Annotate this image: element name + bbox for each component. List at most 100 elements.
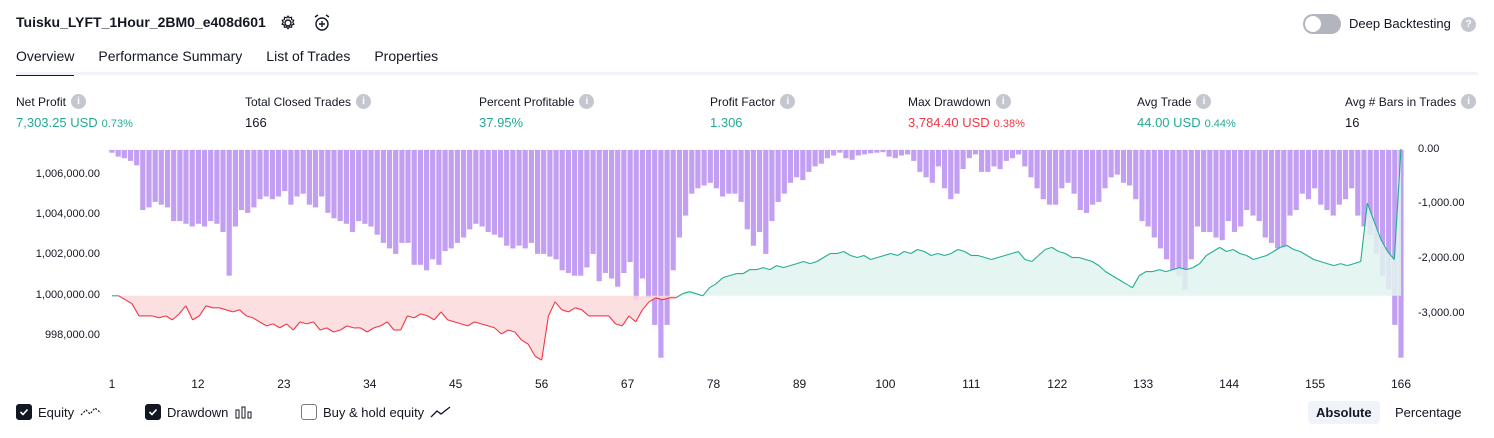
drawdown-bar [535, 150, 541, 254]
equity-segment [1058, 250, 1066, 255]
drawdown-bar [479, 150, 485, 227]
drawdown-bar [627, 150, 633, 263]
drawdown-bar [911, 150, 917, 161]
drawdown-bar [177, 150, 183, 222]
stat-net-profit: Net Profit i 7,303.25 USD 0.73% [16, 94, 133, 130]
drawdown-bar [368, 150, 374, 227]
drawdown-bar [337, 150, 343, 222]
equity-segment [1320, 260, 1328, 265]
info-icon[interactable]: i [1196, 94, 1212, 109]
equity-segment [843, 251, 851, 256]
equity-segment [1253, 256, 1261, 261]
deep-backtesting-toggle[interactable] [1303, 14, 1341, 34]
drawdown-bar [448, 150, 454, 249]
equity-segment [1078, 256, 1086, 261]
equity-segment [863, 255, 871, 260]
info-icon[interactable]: i [1461, 94, 1477, 109]
equity-segment [1024, 258, 1032, 263]
x-tick-label: 144 [1219, 377, 1240, 391]
drawdown-bar [238, 150, 245, 211]
drawdown-bar [1102, 150, 1108, 189]
info-icon[interactable]: i [71, 94, 87, 109]
equity-segment [641, 301, 650, 311]
drawdown-bar [319, 150, 325, 197]
info-icon[interactable]: i [780, 94, 796, 109]
drawdown-bar [775, 150, 781, 202]
equity-segment [803, 260, 811, 265]
drawdown-bar [590, 150, 596, 254]
drawdown-bar [294, 150, 300, 197]
drawdown-bar [226, 150, 232, 276]
drawdown-bar [164, 150, 171, 208]
equity-segment [232, 309, 240, 313]
equity-segment [400, 315, 408, 331]
checkbox-equity[interactable] [16, 404, 32, 420]
y-left-tick: 1,000,000.00 [35, 289, 100, 301]
equity-segment [1286, 244, 1294, 250]
drawdown-bar [800, 150, 806, 181]
x-tick-label: 89 [792, 377, 807, 391]
equity-segment [1065, 253, 1073, 258]
x-tick-label: 133 [1133, 377, 1154, 391]
equity-segment [1031, 255, 1039, 262]
drawdown-bar [442, 150, 448, 252]
drawdown-bar [1077, 150, 1083, 211]
legend-buy-hold[interactable]: Buy & hold equity [301, 404, 452, 420]
legend-equity[interactable]: Equity [16, 404, 102, 420]
equity-segment [763, 267, 771, 271]
info-icon[interactable]: i [579, 94, 595, 109]
drawdown-bar [374, 150, 380, 235]
info-icon[interactable]: i [356, 94, 372, 109]
drawdown-bar [720, 150, 726, 197]
drawdown-bar [1275, 150, 1281, 249]
drawdown-bar [689, 150, 695, 194]
drawdown-bar [997, 150, 1003, 170]
tab-list-of-trades[interactable]: List of Trades [266, 48, 351, 64]
settings-icon[interactable] [277, 12, 299, 34]
drawdown-bar [738, 150, 744, 202]
drawdown-bar [1299, 150, 1305, 194]
drawdown-bar [1133, 150, 1139, 200]
drawdown-bar [1065, 150, 1071, 183]
drawdown-bar [652, 150, 658, 325]
equity-segment [192, 315, 200, 321]
stat-value: 44.00 USD [1137, 115, 1201, 130]
stat-percent-profitable: Percent Profitable i 37.95% [479, 94, 595, 130]
toggle-percentage[interactable]: Percentage [1395, 405, 1462, 420]
equity-segment [984, 256, 992, 261]
add-alert-icon[interactable] [311, 12, 333, 34]
drawdown-bar [726, 150, 732, 194]
legend-drawdown[interactable]: Drawdown [145, 404, 254, 420]
tab-bar: Overview Performance Summary List of Tra… [16, 48, 438, 76]
toggle-absolute[interactable]: Absolute [1308, 401, 1380, 424]
drawdown-bar [855, 150, 861, 156]
drawdown-bar [1059, 150, 1065, 189]
drawdown-bar [1028, 150, 1034, 178]
drawdown-bar [1127, 150, 1133, 186]
drawdown-bar [461, 150, 467, 238]
info-icon[interactable]: i [995, 94, 1011, 109]
tab-properties[interactable]: Properties [374, 48, 439, 64]
equity-segment [756, 267, 764, 271]
drawdown-bar [263, 150, 269, 197]
drawdown-bar [1324, 150, 1330, 211]
checkbox-drawdown[interactable] [145, 404, 161, 420]
tab-overview[interactable]: Overview [16, 48, 75, 76]
equity-segment [1232, 249, 1241, 254]
help-icon[interactable]: ? [1461, 17, 1476, 32]
tab-performance-summary[interactable]: Performance Summary [98, 48, 243, 64]
drawdown-bar [491, 150, 497, 235]
checkbox-buy-hold[interactable] [301, 404, 317, 420]
drawdown-bar [646, 150, 652, 298]
equity-segment [1004, 252, 1012, 257]
equity-segment [709, 283, 717, 289]
drawdown-bar [473, 150, 479, 224]
drawdown-bar [1071, 150, 1077, 194]
stat-total-closed-trades: Total Closed Trades i 166 [245, 94, 372, 130]
y-left-tick: 1,002,000.00 [35, 248, 100, 260]
drawdown-bar [386, 150, 393, 249]
equity-segment [541, 315, 549, 361]
equity-segment [447, 319, 455, 323]
equity-segment [1293, 248, 1301, 253]
